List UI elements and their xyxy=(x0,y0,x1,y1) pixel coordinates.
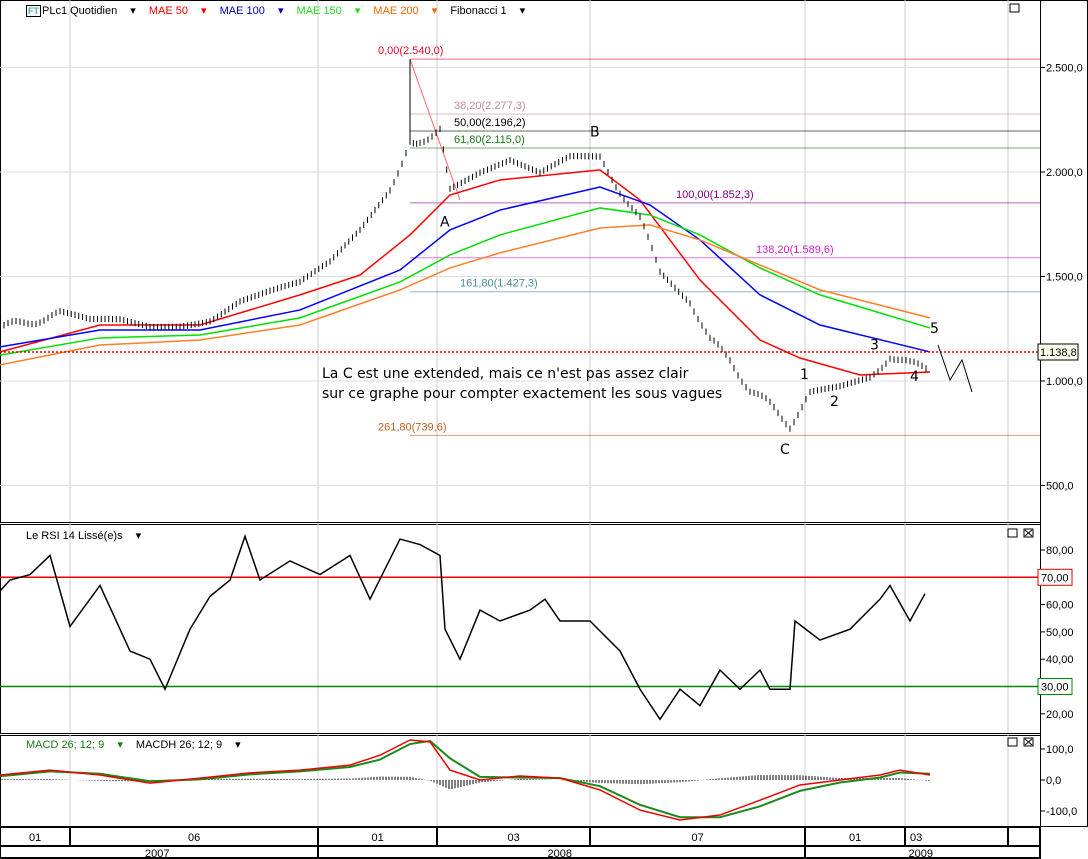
price-tick-label: 1.000,0 xyxy=(1046,376,1083,388)
price-tick-label: 1.500,0 xyxy=(1046,272,1083,284)
wave-label: 4 xyxy=(910,369,919,385)
ma100-selector[interactable]: MAE 100 ▾ xyxy=(219,5,284,17)
annotation-line-2: sur ce graphe pour compter exactement le… xyxy=(322,386,723,402)
rsi-tick-label: 20,00 xyxy=(1046,709,1074,721)
month-label: 01 xyxy=(29,832,41,844)
ma200-selector[interactable]: MAE 200 ▾ xyxy=(373,5,438,17)
price-tick-label: 500,0 xyxy=(1046,481,1074,493)
month-label: 01 xyxy=(372,832,384,844)
macd-tick-label: -100,0 xyxy=(1046,806,1077,818)
wave-label: A xyxy=(440,214,450,230)
close-icon xyxy=(1024,529,1033,537)
rsi-tick-label: 80,00 xyxy=(1046,545,1074,557)
fib-label: 38,20(2.277,3) xyxy=(454,100,526,112)
ma100-label: MAE 100 xyxy=(219,5,265,17)
macd-panel-header: MACD 26; 12; 9 ▾ MACDH 26; 12; 9 ▾ xyxy=(26,738,251,751)
ma50-label: MAE 50 xyxy=(148,5,188,17)
month-label: 03 xyxy=(910,832,922,844)
instrument-selector[interactable]: FT PLc1 Quotidien ▾ xyxy=(26,5,136,17)
rsi-level-box xyxy=(1037,678,1073,695)
ma-line-mae150 xyxy=(0,207,931,356)
wave-label: B xyxy=(590,124,600,140)
macd-label: MACD 26; 12; 9 xyxy=(26,739,105,751)
rsi-label: Le RSI 14 Lissé(e)s xyxy=(26,530,123,542)
rsi-tick-label: 40,00 xyxy=(1046,654,1074,666)
month-label: 03 xyxy=(508,832,520,844)
ma-line-mae200 xyxy=(0,224,931,366)
fib-label: 138,20(1.589,6) xyxy=(756,244,834,256)
rsi-level-label: 30,00 xyxy=(1041,682,1069,694)
last-price-label: 1.138,8 xyxy=(1040,347,1077,359)
fibonacci-label: Fibonacci 1 xyxy=(450,5,507,17)
price-tick-label: 2.000,0 xyxy=(1046,167,1083,179)
wave-label: 1 xyxy=(800,367,809,383)
fib-label: 261,80(739,6) xyxy=(378,421,447,433)
month-label: 06 xyxy=(188,832,200,844)
year-label: 2009 xyxy=(909,848,933,859)
month-label: 07 xyxy=(692,832,704,844)
fib-label: 0,00(2.540,0) xyxy=(378,45,443,57)
fib-label: 50,00(2.196,2) xyxy=(454,117,526,129)
macdh-selector[interactable]: MACDH 26; 12; 9 ▾ xyxy=(135,739,241,751)
wave-label: C xyxy=(780,442,790,458)
last-price-box xyxy=(1037,343,1079,361)
rsi-tick-label: 50,00 xyxy=(1046,627,1074,639)
annotation-text: La C est une extended, mais ce n'est pas… xyxy=(322,364,722,404)
macd-line xyxy=(0,739,931,821)
wave-label: 2 xyxy=(830,394,839,410)
ma-line-mae50 xyxy=(0,169,931,376)
wave-label: 3 xyxy=(870,338,879,354)
rsi-selector[interactable]: Le RSI 14 Lissé(e)s ▾ xyxy=(26,530,142,542)
main-panel-header: FT PLc1 Quotidien ▾ MAE 50 ▾ MAE 100 ▾ MA… xyxy=(26,4,535,17)
rsi-level-label: 70,00 xyxy=(1041,572,1069,584)
maximize-button[interactable] xyxy=(1007,528,1018,538)
projection-path xyxy=(937,344,973,393)
year-label: 2007 xyxy=(145,848,169,859)
ma150-selector[interactable]: MAE 150 ▾ xyxy=(296,5,361,17)
ma150-label: MAE 150 xyxy=(296,5,342,17)
macdh-label: MACDH 26; 12; 9 xyxy=(135,739,223,751)
macd-tick-label: 0,0 xyxy=(1046,775,1061,787)
annotation-line-1: La C est une extended, mais ce n'est pas… xyxy=(322,366,689,382)
macd-selector[interactable]: MACD 26; 12; 9 ▾ xyxy=(26,739,123,751)
fib-trend-line xyxy=(409,58,461,201)
fibonacci-selector[interactable]: Fibonacci 1 ▾ xyxy=(450,5,526,17)
price-tick-label: 2.500,0 xyxy=(1046,63,1083,75)
fib-label: 61,80(2.115,0) xyxy=(454,134,525,146)
instrument-icon: FT xyxy=(26,5,41,17)
fib-label: 161,80(1.427,3) xyxy=(460,278,538,290)
rsi-tick-label: 60,00 xyxy=(1046,600,1074,612)
panel-frame-0 xyxy=(0,0,1041,523)
rsi-level-box xyxy=(1037,568,1073,586)
ma200-label: MAE 200 xyxy=(373,5,419,17)
close-icon xyxy=(1024,738,1033,746)
year-label: 2008 xyxy=(548,848,572,859)
panel-frame-1 xyxy=(0,524,1041,734)
fib-label: 100,00(1.852,3) xyxy=(676,189,754,201)
month-label: 01 xyxy=(849,832,861,844)
ma50-selector[interactable]: MAE 50 ▾ xyxy=(148,5,207,17)
wave-label: 5 xyxy=(930,321,939,337)
macd-tick-label: 100,0 xyxy=(1046,744,1074,756)
time-axis xyxy=(0,826,1041,859)
macd-signal-line xyxy=(0,739,931,819)
rsi-line xyxy=(0,534,926,721)
maximize-button[interactable] xyxy=(1007,737,1018,747)
instrument-label: PLc1 Quotidien xyxy=(42,5,118,17)
ma-line-mae100 xyxy=(0,186,931,353)
restore-button[interactable] xyxy=(1009,3,1020,13)
price-axis-frame xyxy=(1040,0,1088,827)
